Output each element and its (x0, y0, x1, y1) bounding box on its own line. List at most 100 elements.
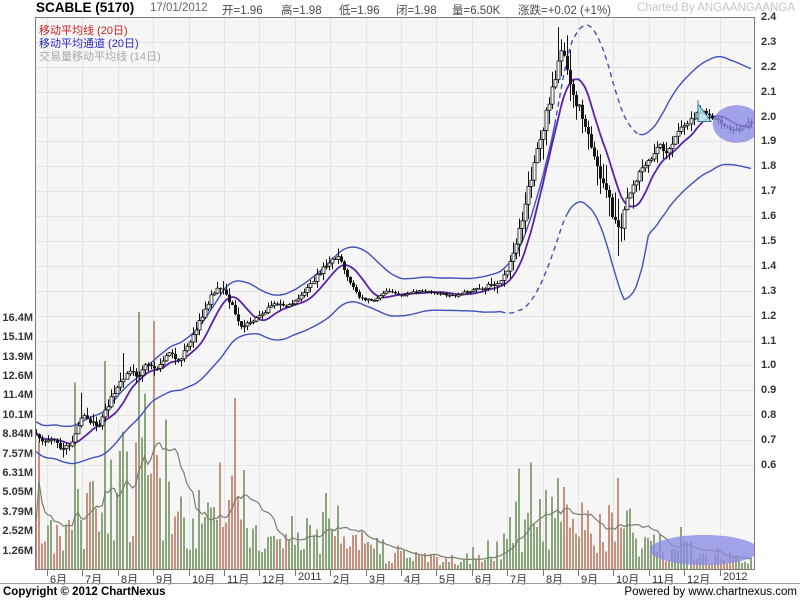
month-label: 6月 (50, 574, 68, 586)
lower-band-line (566, 163, 751, 301)
month-tick (613, 570, 614, 576)
copyright-text: Copyright © 2012 ChartNexus (3, 586, 166, 598)
price-axis-label: 1.6 (761, 210, 777, 223)
price-axis-label: 0.7 (761, 434, 777, 447)
month-tick (436, 570, 437, 576)
price-axis-label: 2.1 (761, 85, 777, 98)
month-label: 2012 (723, 571, 748, 583)
volume-axis-label: 3.79M (2, 505, 33, 518)
volume-highlight-ellipse (649, 534, 759, 566)
chart-plot-area[interactable] (35, 17, 762, 570)
month-tick (401, 570, 402, 576)
month-tick (330, 570, 331, 576)
upper-band-line (35, 124, 556, 427)
month-tick (472, 570, 473, 576)
flag-marker-icon (697, 102, 713, 122)
month-label: 2月 (333, 574, 351, 586)
ma20-line (35, 78, 751, 445)
volume-axis-label: 12.6M (2, 370, 33, 383)
month-label: 10月 (192, 574, 216, 586)
volume-axis-label: 8.84M (2, 428, 33, 441)
quote-high: 高=1.98 (281, 5, 322, 17)
month-label: 11月 (652, 574, 675, 586)
month-label: 9月 (156, 574, 174, 586)
month-tick (224, 570, 225, 576)
price-axis-label: 1.8 (761, 160, 777, 173)
powered-by-text: Powered by www.chartnexus.com (624, 586, 797, 598)
month-tick (259, 570, 260, 576)
upper-band-line (639, 56, 752, 136)
month-label: 3月 (369, 574, 387, 586)
month-tick (153, 570, 154, 576)
month-label: 10月 (616, 574, 640, 586)
price-axis-label: 0.8 (761, 409, 777, 422)
month-tick (189, 570, 190, 576)
month-label: 5月 (439, 574, 457, 586)
month-label: 8月 (546, 574, 564, 586)
price-axis-label: 2.3 (761, 35, 777, 48)
month-tick (543, 570, 544, 576)
volume-bars-layer (35, 311, 752, 570)
month-tick (366, 570, 367, 576)
month-label: 2011 (298, 571, 322, 583)
price-volume-chart[interactable] (35, 17, 762, 570)
volume-axis-label: 1.26M (2, 544, 33, 557)
footer-divider (0, 583, 800, 584)
price-axis-label: 2.2 (761, 60, 777, 73)
month-label: 12月 (687, 574, 711, 586)
quote-volume: 量=6.50K (452, 5, 501, 17)
legend-volume-ma: 交易量移动平均线 (14日) (39, 51, 161, 63)
month-label: 7月 (510, 574, 528, 586)
month-label: 12月 (262, 574, 286, 586)
month-tick (47, 570, 48, 576)
price-axis-label: 2.4 (761, 11, 777, 23)
legend-ma-channel: 移动平均通道 (20日) (39, 38, 139, 50)
legend-ma20: 移动平均线 (20日) (39, 25, 128, 37)
lower-band-line (35, 300, 501, 465)
price-axis-label: 0.9 (761, 384, 777, 397)
symbol-title: SCABLE (5170) (36, 0, 135, 15)
month-tick (684, 570, 685, 576)
volume-axis-label: 10.1M (2, 408, 33, 421)
month-tick (82, 570, 83, 576)
plot-border (35, 17, 755, 570)
price-axis-label: 1.7 (761, 185, 777, 198)
quote-change: 涨跌=+0.02 (+1%) (518, 5, 612, 17)
volume-axis-label: 11.4M (3, 389, 33, 402)
volume-axis-label: 7.57M (2, 447, 33, 460)
month-label: 8月 (121, 574, 139, 586)
quote-date: 17/01/2012 (150, 2, 208, 14)
price-axis-label: 1.0 (761, 359, 777, 372)
month-tick (720, 570, 721, 576)
price-axis-label: 1.1 (761, 334, 777, 347)
month-label: 7月 (85, 574, 103, 586)
month-tick (507, 570, 508, 576)
month-tick (118, 570, 119, 576)
month-label: 4月 (404, 574, 422, 586)
price-axis-label: 1.4 (761, 259, 777, 272)
month-label: 11月 (227, 574, 250, 586)
lower-band-line (500, 214, 568, 314)
volume-axis-label: 5.05M (2, 486, 33, 499)
volume-ma-line (35, 442, 751, 561)
month-label: 6月 (475, 574, 493, 586)
month-tick (295, 570, 296, 576)
month-label: 9月 (581, 574, 599, 586)
price-axis-label: 2.0 (761, 110, 777, 123)
volume-axis-label: 6.31M (2, 467, 33, 480)
price-axis-label: 1.3 (761, 284, 777, 297)
month-tick (649, 570, 650, 576)
volume-axis-label: 2.52M (2, 525, 33, 538)
volume-axis-label: 16.4M (2, 312, 33, 324)
price-highlight-ellipse (712, 105, 762, 143)
month-tick (578, 570, 579, 576)
quote-close: 闭=1.98 (396, 5, 437, 17)
price-axis-label: 1.5 (761, 235, 777, 247)
price-axis-label: 1.9 (761, 135, 777, 148)
upper-band-line (554, 24, 640, 135)
charted-by-watermark: Charted By ANGAANGAANGA (637, 2, 795, 14)
price-axis-label: 0.6 (761, 459, 777, 471)
quote-open: 开=1.96 (222, 5, 263, 17)
price-axis-label: 1.2 (761, 309, 777, 322)
